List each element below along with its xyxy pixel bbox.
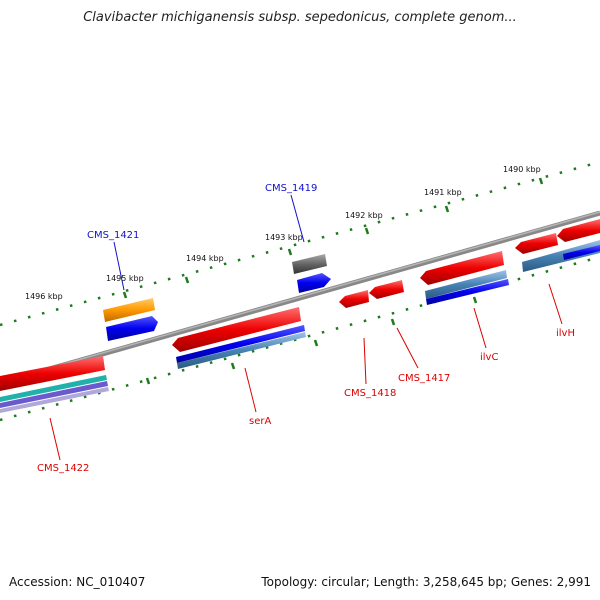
kbp-label-1494: 1494 kbp	[186, 254, 224, 263]
outer-tick-track	[0, 160, 600, 327]
serA-steel-feature[interactable]	[177, 332, 306, 369]
outer-major-ticks	[122, 177, 544, 299]
ilvC-steel-feature[interactable]	[425, 270, 507, 299]
map-title: Clavibacter michiganensis subsp. sepedon…	[83, 10, 517, 25]
leader-lines	[49, 194, 563, 461]
ilvH-steel-feature[interactable]	[522, 240, 600, 272]
kbp-label-1495: 1495 kbp	[106, 274, 144, 283]
topology-text: Topology: circular; Length: 3,258,645 bp…	[261, 575, 591, 589]
gene-label-cms1419[interactable]: CMS_1419	[265, 183, 317, 194]
cms1419-blue-feature[interactable]	[297, 273, 331, 293]
kbp-label-1490: 1490 kbp	[503, 165, 541, 174]
cms1417-red-feature[interactable]	[369, 280, 404, 299]
cms1421-blue-feature[interactable]	[106, 316, 158, 341]
gene-label-ilvC[interactable]: ilvC	[480, 352, 498, 363]
gene-label-ilvH[interactable]: ilvH	[556, 328, 575, 339]
serA-blue-feature[interactable]	[176, 325, 305, 363]
genome-backbone	[0, 210, 600, 386]
cms1422-lilac-band	[0, 387, 109, 413]
kbp-label-1493: 1493 kbp	[265, 233, 303, 242]
inner-major-ticks	[145, 296, 478, 385]
inner-tick-track	[0, 255, 600, 422]
cms1421-orange-feature[interactable]	[103, 298, 155, 322]
ilvC-red-feature[interactable]	[420, 251, 504, 285]
gene-label-cms1418[interactable]: CMS_1418	[344, 388, 396, 399]
gene-label-cms1421[interactable]: CMS_1421	[87, 230, 139, 241]
cms1422-purple-band	[0, 381, 108, 408]
ilvH-red-feature-2[interactable]	[557, 219, 600, 242]
cms1422-teal-band	[0, 375, 107, 402]
cms1419-gray-feature[interactable]	[292, 254, 327, 274]
kbp-label-1491: 1491 kbp	[424, 188, 462, 197]
ilvC-blue-feature[interactable]	[426, 279, 509, 305]
ilvH-blue-feature[interactable]	[563, 245, 600, 260]
serA-red-feature[interactable]	[172, 307, 301, 352]
accession-text: Accession: NC_010407	[9, 575, 146, 589]
gene-label-cms1417[interactable]: CMS_1417	[398, 373, 450, 384]
kbp-label-1492: 1492 kbp	[345, 211, 383, 220]
cms1422-red-feature[interactable]	[0, 356, 105, 391]
gene-label-serA[interactable]: serA	[249, 416, 271, 427]
cms1418-red-feature[interactable]	[339, 290, 369, 308]
ilvH-red-feature-1[interactable]	[515, 233, 558, 254]
gene-label-cms1422[interactable]: CMS_1422	[37, 463, 89, 474]
kbp-label-1496: 1496 kbp	[25, 292, 63, 301]
